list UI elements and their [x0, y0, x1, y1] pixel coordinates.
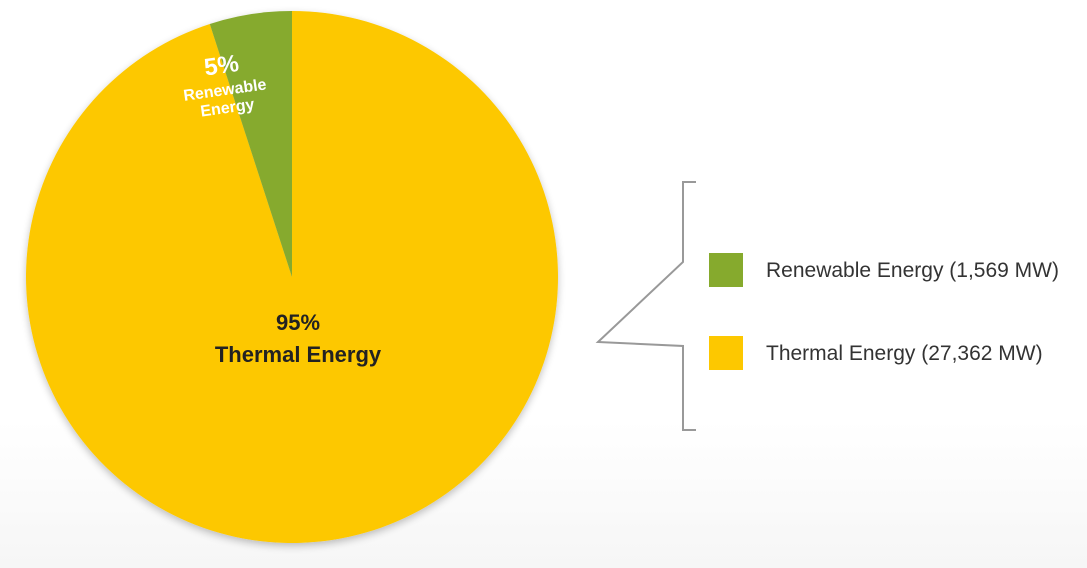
legend-swatch-renewable-energy — [709, 253, 743, 287]
pie-slice-renewable-energy — [209, 11, 292, 277]
legend-label-thermal-energy: Thermal Energy (27,362 MW) — [766, 342, 1043, 365]
thermal-name-label: Thermal Energy — [215, 342, 382, 367]
pie-slice-thermal-energy — [26, 11, 559, 543]
thermal-percent-label: 95% — [276, 310, 320, 335]
legend-label-renewable-energy: Renewable Energy (1,569 MW) — [766, 259, 1059, 282]
pie-group — [26, 11, 559, 543]
legend-bracket — [595, 181, 696, 431]
renewable-percent-label: 5% — [202, 50, 240, 82]
legend-swatch-thermal-energy — [709, 336, 743, 370]
legend: Renewable Energy (1,569 MW) Thermal Ener… — [709, 253, 1059, 370]
